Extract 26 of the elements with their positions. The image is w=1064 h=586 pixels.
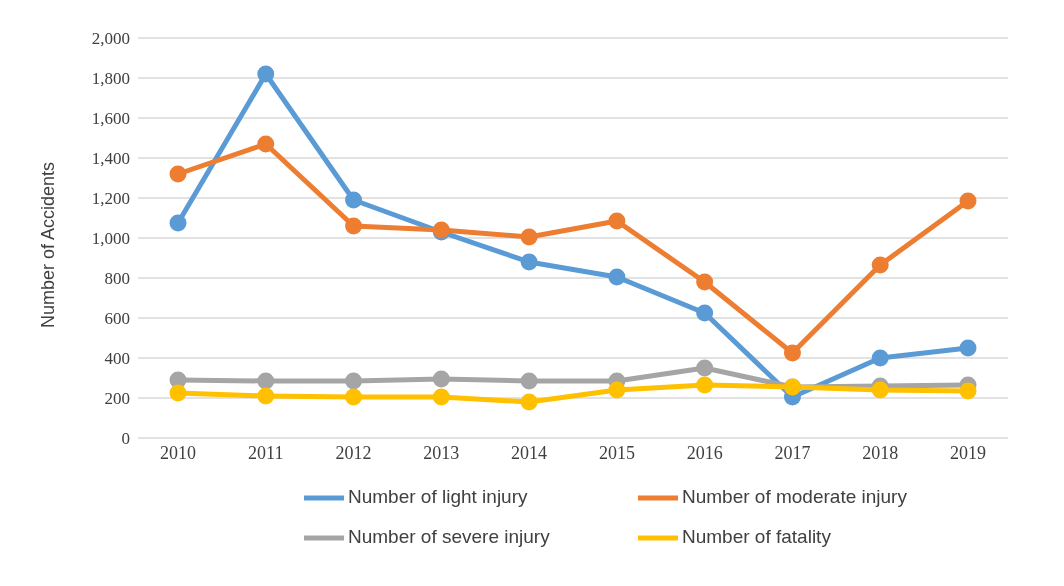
x-tick-label: 2016 [686, 442, 723, 463]
y-tick-label: 1,800 [91, 69, 130, 89]
y-axis-title: Number of Accidents [38, 161, 59, 328]
x-tick-label: 2018 [862, 442, 899, 463]
y-tick-label: 2,000 [91, 29, 130, 49]
y-tick-label: 0 [121, 429, 130, 449]
y-tick-label: 1,600 [91, 109, 130, 129]
y-tick-label: 800 [104, 269, 130, 289]
x-tick-label: 2017 [774, 442, 811, 463]
legend-label: Number of fatality [682, 526, 832, 549]
legend-label: Number of severe injury [348, 526, 551, 549]
legend-label: Number of moderate injury [682, 486, 908, 509]
y-tick-label: 1,200 [91, 189, 130, 209]
x-tick-label: 2010 [160, 442, 196, 463]
y-tick-label: 400 [104, 349, 130, 369]
x-tick-label: 2014 [511, 442, 548, 463]
x-tick-label: 2011 [248, 442, 284, 463]
y-tick-label: 600 [104, 309, 130, 329]
x-tick-label: 2015 [598, 442, 635, 463]
y-tick-label: 1,000 [91, 229, 130, 249]
x-tick-label: 2013 [423, 442, 460, 463]
y-tick-label: 1,400 [91, 149, 130, 169]
legend-label: Number of light injury [348, 486, 529, 509]
y-tick-label: 200 [104, 389, 130, 409]
x-tick-label: 2019 [950, 442, 986, 463]
x-tick-label: 2012 [335, 442, 372, 463]
